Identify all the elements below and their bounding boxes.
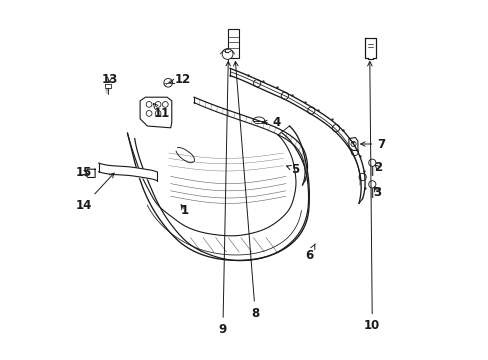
- Text: 4: 4: [262, 116, 281, 129]
- Text: 7: 7: [360, 138, 385, 150]
- Text: 11: 11: [153, 103, 169, 120]
- Text: 9: 9: [218, 62, 230, 336]
- Polygon shape: [140, 97, 171, 128]
- Text: 8: 8: [233, 62, 259, 320]
- Polygon shape: [348, 138, 357, 150]
- Text: 13: 13: [101, 73, 118, 86]
- Text: 3: 3: [373, 186, 381, 199]
- Bar: [228, 29, 239, 58]
- Text: 1: 1: [181, 204, 189, 217]
- Text: 5: 5: [286, 163, 299, 176]
- Text: 14: 14: [76, 173, 114, 212]
- Circle shape: [368, 181, 375, 188]
- Circle shape: [222, 49, 232, 59]
- Text: 15: 15: [76, 166, 92, 179]
- Polygon shape: [365, 38, 375, 59]
- Circle shape: [163, 78, 172, 87]
- Circle shape: [368, 159, 375, 166]
- Text: 12: 12: [169, 73, 191, 86]
- Text: 6: 6: [305, 244, 315, 262]
- Text: 2: 2: [373, 161, 381, 174]
- Bar: [131, 172, 140, 175]
- Text: 10: 10: [364, 62, 380, 332]
